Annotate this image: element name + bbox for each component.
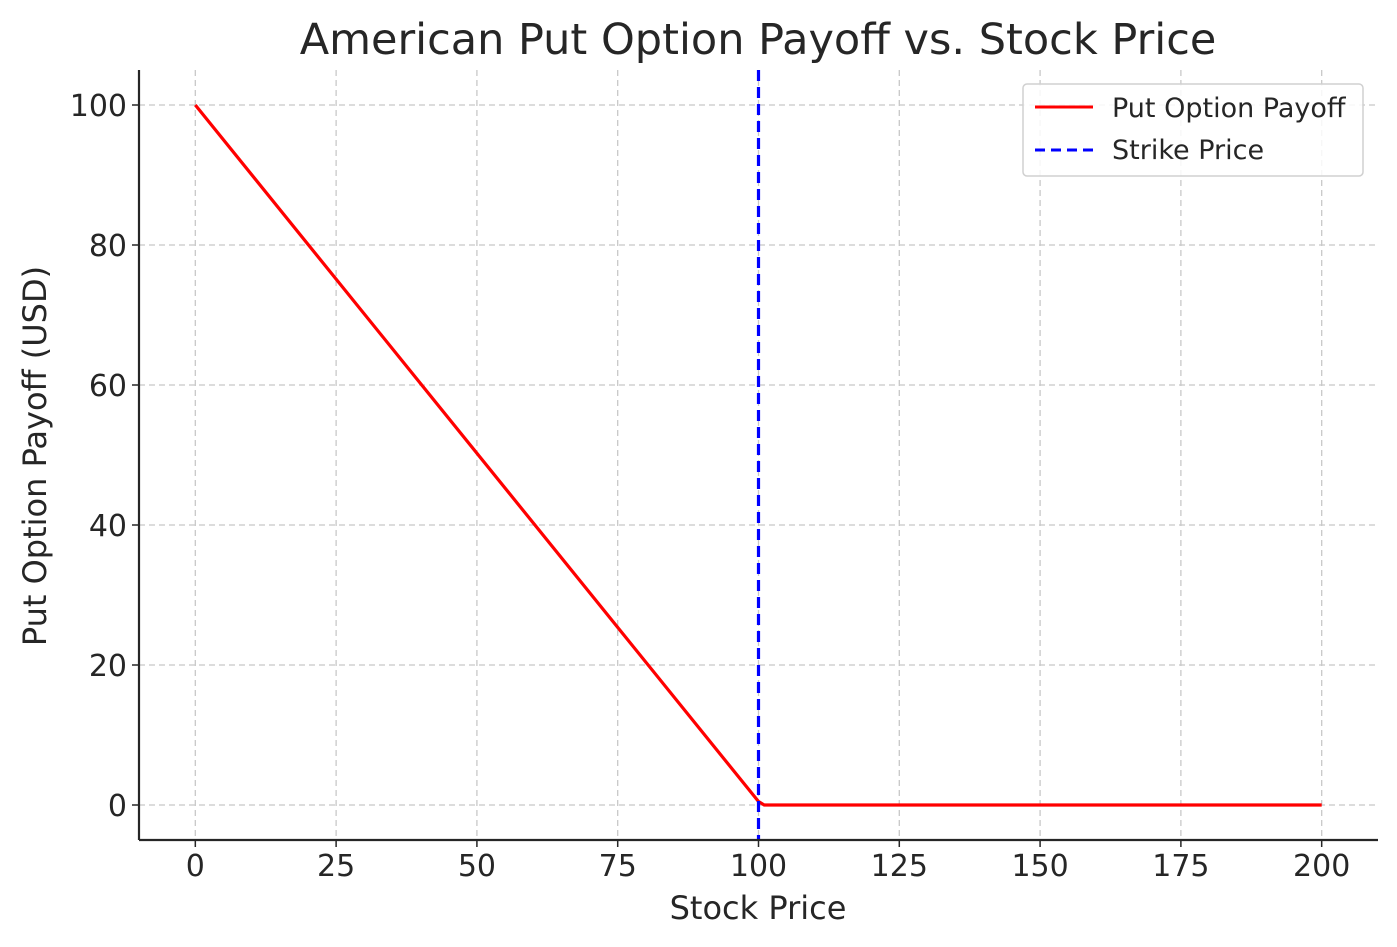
y-tick-label: 20	[89, 649, 127, 684]
legend-label-put-payoff: Put Option Payoff	[1112, 93, 1347, 124]
x-tick-label: 75	[599, 849, 637, 884]
y-tick-label: 60	[89, 369, 127, 404]
x-tick-label: 50	[458, 849, 496, 884]
y-tick-label: 40	[89, 509, 127, 544]
x-axis-label: Stock Price	[670, 889, 847, 927]
x-tick-label: 0	[186, 849, 205, 884]
chart-title: American Put Option Payoff vs. Stock Pri…	[300, 15, 1217, 65]
y-tick-label: 0	[108, 789, 127, 824]
x-tick-label: 200	[1293, 849, 1350, 884]
legend: Put Option Payoff Strike Price	[1022, 83, 1364, 177]
series-layer	[194, 70, 1322, 840]
x-tick-label: 175	[1152, 849, 1209, 884]
legend-box	[1022, 83, 1364, 177]
y-axis-label: Put Option Payoff (USD)	[16, 266, 54, 646]
y-tick-label: 100	[70, 89, 127, 124]
x-tick-label: 25	[317, 849, 355, 884]
legend-label-strike-price: Strike Price	[1112, 135, 1264, 166]
x-tick-label: 100	[730, 849, 787, 884]
put-payoff-line	[194, 103, 1322, 807]
x-tick-label: 125	[871, 849, 928, 884]
y-tick-label: 80	[89, 229, 127, 264]
tick-layer: 0 25 50 75 100 125 150 175 200 0 20 40 60 80 100	[70, 89, 1351, 884]
x-tick-label: 150	[1011, 849, 1068, 884]
